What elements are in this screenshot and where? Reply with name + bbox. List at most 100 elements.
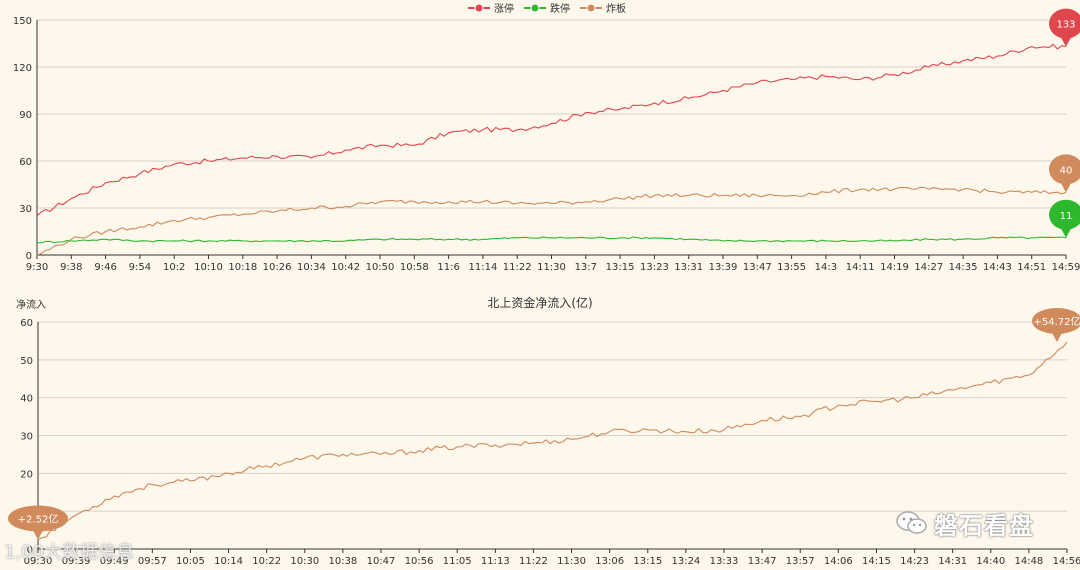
series-line-2 [36,186,1067,256]
start-value-pin: +2.52亿 [8,505,68,540]
x-tick-label: 10:2 [163,262,185,273]
start-value-pin-bubble [8,505,68,532]
x-tick-label: 10:22 [252,556,281,567]
end-value-pin-1-bubble [1049,199,1080,230]
x-tick-label: 13:47 [748,556,777,567]
x-tick-label: 9:38 [60,262,82,273]
x-tick-label: 9:54 [129,262,151,273]
x-tick-label: 10:05 [176,556,205,567]
x-tick-label: 14:35 [949,262,978,273]
brand-text: 磐石看盘 [934,512,1034,540]
legend-label: 涨停 [494,2,514,15]
x-tick-label: 14:06 [824,556,853,567]
x-tick-label: 13:7 [575,262,597,273]
x-tick-label: 09:30 [24,556,53,567]
legend-label: 跌停 [550,2,570,15]
end-value-pin-2-text: 40 [1060,165,1073,176]
x-tick-label: 13:47 [743,262,772,273]
x-tick-label: 10:47 [367,556,396,567]
watermark-left: 1,00大数据信息 [4,542,135,563]
x-tick-label: 14:51 [1017,262,1046,273]
legend: 涨停 跌停 炸板 [468,2,626,15]
y-tick-label: 90 [19,110,32,121]
x-tick-label: 11:30 [537,262,566,273]
x-tick-label: 10:30 [290,556,319,567]
end-value-pin-bubble [1032,307,1080,334]
x-tick-label: 10:38 [328,556,357,567]
y-tick-label: 30 [19,204,32,215]
legend-swatch-dot [530,3,540,13]
y-tick-label: 20 [20,469,33,480]
x-tick-label: 10:42 [331,262,360,273]
x-tick-label: 09:57 [138,556,167,567]
end-value-pin-0-bubble [1049,8,1080,39]
x-tick-label: 10:18 [228,262,257,273]
series-line-0 [36,43,1067,217]
y-tick-label: 120 [13,63,32,74]
x-tick-label: 10:14 [214,556,243,567]
x-tick-label: 14:11 [846,262,875,273]
x-tick-label: 14:59 [1052,262,1080,273]
x-tick-label: 14:48 [1014,556,1043,567]
x-tick-label: 11:22 [503,262,532,273]
x-tick-label: 10:10 [194,262,223,273]
y-tick-label: 40 [20,394,33,405]
x-tick-label: 11:05 [443,556,472,567]
x-tick-label: 10:58 [400,262,429,273]
x-tick-label: 13:06 [595,556,624,567]
end-value-pin-text: +54.72亿 [1033,315,1080,328]
x-tick-label: 10:26 [263,262,292,273]
x-tick-label: 14:43 [983,262,1012,273]
x-tick-label: 11:14 [468,262,497,273]
x-tick-label: 13:15 [633,556,662,567]
x-tick-label: 13:57 [786,556,815,567]
legend-label: 炸板 [606,2,626,15]
y-tick-label: 150 [13,16,32,27]
x-tick-label: 9:46 [94,262,116,273]
start-value-pin-text: +2.52亿 [18,512,59,525]
x-tick-label: 10:56 [405,556,434,567]
x-tick-label: 14:56 [1053,556,1080,567]
y-tick-label: 0 [27,545,33,556]
x-tick-label: 13:23 [640,262,669,273]
x-tick-label: 14:27 [914,262,943,273]
x-tick-label: 9:30 [26,262,48,273]
legend-swatch-dot [586,3,596,13]
y-tick-label: 0 [26,251,32,262]
x-tick-label: 11:13 [481,556,510,567]
wechat-icon [895,509,929,537]
x-tick-label: 11:22 [519,556,548,567]
end-value-pin-0: 133 [1049,8,1080,47]
x-tick-label: 13:55 [777,262,806,273]
y-tick-label: 60 [19,157,32,168]
x-tick-label: 13:31 [674,262,703,273]
x-tick-label: 09:49 [100,556,129,567]
end-value-pin-1-text: 11 [1060,211,1073,222]
y-tick-label: 50 [20,356,33,367]
end-value-pin: +54.72亿 [1032,307,1080,342]
x-tick-label: 09:39 [62,556,91,567]
x-tick-label: 11:6 [437,262,459,273]
x-tick-label: 14:3 [815,262,837,273]
x-tick-label: 10:34 [297,262,326,273]
x-tick-label: 11:30 [557,556,586,567]
end-value-pin-2-bubble [1049,154,1080,185]
end-value-pin-1: 11 [1049,199,1080,238]
chart-title: 北上资金净流入(亿) [487,295,592,310]
y-tick-label: 60 [20,318,33,329]
x-tick-label: 13:39 [709,262,738,273]
x-tick-label: 14:15 [862,556,891,567]
northbound-flow-chart: 北上资金净流入(亿)净流入010203040506009:3009:3909:4… [0,290,1080,570]
x-tick-label: 13:24 [671,556,700,567]
x-tick-label: 13:15 [606,262,635,273]
x-tick-label: 14:23 [900,556,929,567]
end-value-pin-2: 40 [1049,154,1080,193]
y-tick-label: 30 [20,432,33,443]
chart1-background [0,0,1080,290]
series-line [37,341,1068,541]
y-axis-label: 净流入 [16,298,46,311]
series-line-1 [36,236,1067,244]
x-tick-label: 14:31 [938,556,967,567]
x-tick-label: 14:19 [880,262,909,273]
